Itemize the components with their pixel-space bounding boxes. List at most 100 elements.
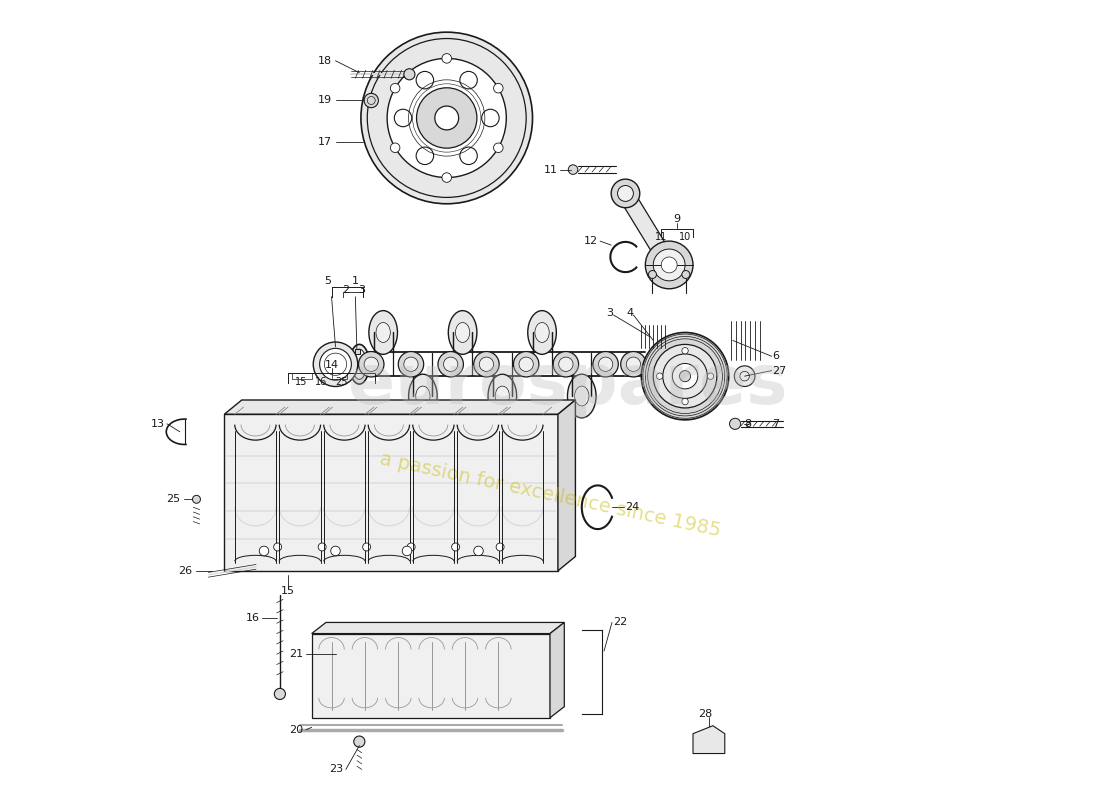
Circle shape xyxy=(452,543,460,551)
Text: 28: 28 xyxy=(697,709,712,719)
Text: 3: 3 xyxy=(606,308,614,318)
Text: 11: 11 xyxy=(543,165,558,174)
Text: a passion for excellence since 1985: a passion for excellence since 1985 xyxy=(377,450,723,541)
Text: 13: 13 xyxy=(151,419,165,429)
Circle shape xyxy=(682,347,689,354)
Circle shape xyxy=(404,69,415,80)
Polygon shape xyxy=(693,726,725,754)
Text: 24: 24 xyxy=(626,502,640,512)
Circle shape xyxy=(403,546,411,556)
Circle shape xyxy=(364,357,378,371)
Circle shape xyxy=(364,94,378,108)
Text: 9: 9 xyxy=(673,214,681,224)
Circle shape xyxy=(663,354,707,398)
Polygon shape xyxy=(224,400,575,414)
Circle shape xyxy=(387,58,506,178)
Polygon shape xyxy=(616,194,679,265)
Circle shape xyxy=(653,249,685,281)
Circle shape xyxy=(460,71,477,89)
Circle shape xyxy=(617,186,634,202)
Text: 10: 10 xyxy=(679,232,691,242)
Circle shape xyxy=(646,241,693,289)
Circle shape xyxy=(682,398,689,405)
Circle shape xyxy=(320,348,351,380)
Circle shape xyxy=(598,357,613,371)
Circle shape xyxy=(553,351,579,377)
Circle shape xyxy=(649,270,657,278)
Circle shape xyxy=(407,543,415,551)
Text: 25: 25 xyxy=(336,377,348,386)
Circle shape xyxy=(390,83,400,93)
Circle shape xyxy=(260,546,268,556)
Text: 21: 21 xyxy=(289,650,304,659)
Circle shape xyxy=(620,351,646,377)
Circle shape xyxy=(494,83,503,93)
Text: 4: 4 xyxy=(626,308,634,318)
Ellipse shape xyxy=(449,310,477,354)
Ellipse shape xyxy=(495,386,509,406)
Text: 16: 16 xyxy=(246,614,260,623)
Circle shape xyxy=(474,546,483,556)
Text: 7: 7 xyxy=(772,419,780,429)
Circle shape xyxy=(680,370,691,382)
Text: 8: 8 xyxy=(745,419,751,429)
Circle shape xyxy=(641,333,728,420)
Circle shape xyxy=(661,257,678,273)
Text: 18: 18 xyxy=(318,56,331,66)
Polygon shape xyxy=(224,414,558,571)
Ellipse shape xyxy=(535,322,549,342)
Text: 3: 3 xyxy=(359,285,365,294)
Circle shape xyxy=(354,736,365,747)
Ellipse shape xyxy=(455,322,470,342)
Text: 12: 12 xyxy=(583,236,597,246)
Circle shape xyxy=(314,342,358,386)
Circle shape xyxy=(707,373,714,379)
Text: 26: 26 xyxy=(178,566,192,576)
Ellipse shape xyxy=(350,344,370,384)
Circle shape xyxy=(438,351,463,377)
Text: eurospares: eurospares xyxy=(348,350,788,418)
Ellipse shape xyxy=(352,349,366,379)
Circle shape xyxy=(443,357,458,371)
Circle shape xyxy=(404,357,418,371)
Polygon shape xyxy=(311,634,550,718)
Text: 11: 11 xyxy=(656,232,668,242)
Circle shape xyxy=(331,546,340,556)
Ellipse shape xyxy=(574,386,589,406)
Text: 22: 22 xyxy=(614,618,628,627)
Circle shape xyxy=(398,351,424,377)
Text: 20: 20 xyxy=(289,725,304,734)
Circle shape xyxy=(672,363,697,389)
Circle shape xyxy=(460,147,477,165)
Circle shape xyxy=(612,179,640,208)
Circle shape xyxy=(735,366,755,386)
Circle shape xyxy=(442,173,451,182)
Circle shape xyxy=(416,147,433,165)
Circle shape xyxy=(416,71,433,89)
Ellipse shape xyxy=(568,374,596,418)
Circle shape xyxy=(653,344,717,408)
Circle shape xyxy=(494,143,503,153)
Ellipse shape xyxy=(528,310,557,354)
Circle shape xyxy=(442,54,451,63)
Text: 6: 6 xyxy=(772,351,780,362)
Circle shape xyxy=(496,543,504,551)
Circle shape xyxy=(474,351,499,377)
Text: 2: 2 xyxy=(342,285,350,294)
Circle shape xyxy=(569,165,578,174)
Polygon shape xyxy=(558,400,575,571)
Ellipse shape xyxy=(376,322,390,342)
Circle shape xyxy=(274,688,286,699)
Bar xyxy=(355,349,360,354)
Ellipse shape xyxy=(408,374,437,418)
Circle shape xyxy=(434,106,459,130)
Circle shape xyxy=(514,351,539,377)
Polygon shape xyxy=(311,622,564,634)
Text: 14: 14 xyxy=(324,360,339,370)
Circle shape xyxy=(318,543,326,551)
Circle shape xyxy=(192,495,200,503)
Circle shape xyxy=(682,270,690,278)
Polygon shape xyxy=(550,622,564,718)
Circle shape xyxy=(593,351,618,377)
Text: 19: 19 xyxy=(318,95,331,106)
